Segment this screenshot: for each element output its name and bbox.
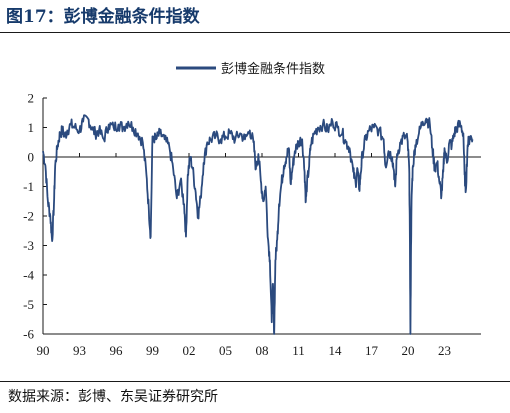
y-tick-label: -5 (23, 297, 34, 312)
x-tick-label: 05 (219, 343, 232, 358)
x-tick-label: 14 (329, 343, 343, 358)
axes: 2 1 0 -1 -2 -3 -4 -5 -690 93 96 99 02 05 08 11 14 17 20 23 (23, 91, 481, 358)
legend-label: 彭博金融条件指数 (221, 61, 325, 77)
figure-title: 图17：彭博金融条件指数 (6, 7, 200, 27)
bottom-rule (0, 381, 510, 382)
y-tick-label: -4 (23, 268, 34, 283)
top-rule (0, 32, 510, 33)
y-tick-label: 2 (28, 91, 35, 106)
series-line (42, 114, 474, 335)
x-tick-label: 93 (73, 343, 86, 358)
y-tick-label: -1 (23, 179, 34, 194)
x-tick-label: 90 (37, 343, 50, 358)
x-tick-label: 17 (365, 343, 379, 358)
chart: 彭博金融条件指数 2 1 0 -1 -2 -3 -4 -5 -690 93 96 99 02 05 08 11… (23, 61, 481, 358)
y-tick-label: 1 (28, 120, 35, 135)
y-tick-label: -6 (23, 327, 34, 342)
x-tick-label: 23 (438, 343, 451, 358)
x-tick-label: 08 (256, 343, 269, 358)
series-layer (42, 114, 474, 335)
source-note: 数据来源：彭博、东吴证券研究所 (8, 389, 218, 405)
y-tick-label: 0 (28, 150, 35, 165)
x-tick-label: 96 (110, 343, 124, 358)
legend: 彭博金融条件指数 (176, 61, 325, 77)
x-tick-label: 02 (183, 343, 196, 358)
x-tick-label: 99 (146, 343, 159, 358)
y-tick-label: -3 (23, 238, 34, 253)
x-tick-label: 11 (292, 343, 305, 358)
x-tick-label: 20 (402, 343, 415, 358)
y-tick-label: -2 (23, 209, 34, 224)
